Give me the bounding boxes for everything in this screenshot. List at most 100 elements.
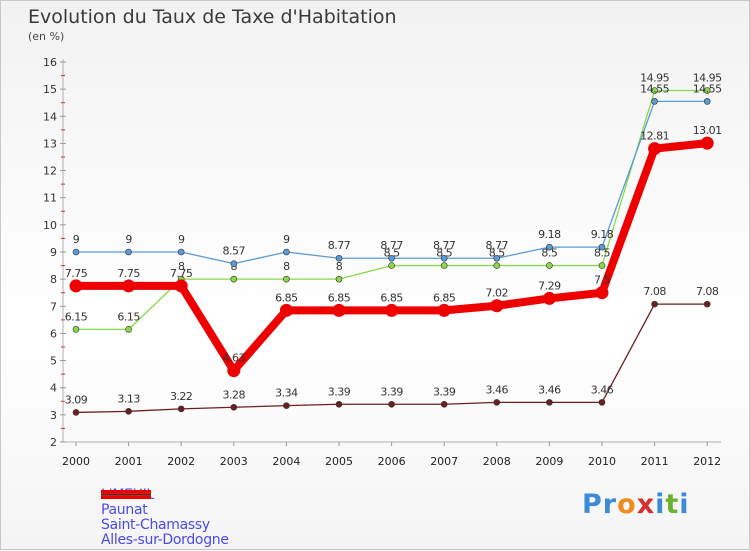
data-point [546,262,553,269]
data-label: 14.95 [640,72,669,85]
data-label: 3.39 [328,385,351,398]
data-label: 6.85 [328,291,351,304]
proxiti-logo[interactable]: Proxiti [582,489,690,520]
data-point [230,260,238,267]
data-label: 8.77 [486,239,509,252]
data-label: 7.75 [117,267,140,280]
data-point [651,87,658,94]
data-point [125,326,132,333]
logo-letter: o [617,489,637,520]
data-label: 12.81 [640,130,669,143]
data-label: 9.18 [538,228,561,241]
logo-letter: P [582,489,603,520]
data-point [332,303,346,317]
data-label: 8 [336,260,343,273]
data-label: 4.63 [223,352,246,365]
data-point [388,400,395,408]
y-tick-label: 5 [50,355,57,368]
y-tick-label: 4 [50,382,57,395]
data-label: 3.09 [65,393,88,406]
data-point [335,254,343,262]
data-point [493,254,501,262]
legend-item-alles-sur-dordogne[interactable]: Alles-sur-Dordogne [101,493,229,548]
data-label: 14.95 [693,72,722,85]
data-label: 3.22 [170,390,193,403]
data-label: 3.46 [538,383,561,396]
y-tick-label: 14 [43,110,57,123]
data-point [385,303,399,317]
legend: LIMEUIL Paunat Saint-Chamassy Alles-sur-… [101,487,229,548]
data-label: 6.85 [433,291,456,304]
data-label: 8.5 [594,247,610,260]
data-point [388,254,395,262]
data-point [177,405,185,413]
x-tick-label: 2008 [483,455,511,468]
data-label: 7.75 [65,267,88,280]
x-tick-label: 2002 [167,455,195,468]
data-label: 9 [178,233,185,246]
data-point [546,399,553,406]
x-tick-label: 2000 [62,455,90,468]
data-point [335,275,343,283]
y-tick-label: 9 [50,246,57,259]
data-point [227,364,241,378]
data-label: 9 [73,233,80,246]
data-label: 6.85 [380,291,403,304]
x-tick-label: 2011 [641,455,669,468]
data-label: 7.5 [594,274,610,287]
data-point [542,291,556,305]
data-point [230,275,238,283]
chart-title: Evolution du Taux de Taxe d'Habitation [28,6,397,28]
data-label: 8.57 [223,245,246,258]
data-label: 14.55 [640,82,669,95]
data-point [648,142,662,156]
data-point [700,136,714,150]
data-point [651,98,658,105]
data-label: 3.28 [223,388,246,401]
y-tick-label: 2 [50,436,57,449]
x-tick-label: 2004 [272,455,300,468]
data-point [490,299,504,313]
data-point [598,262,606,269]
data-point [493,399,501,406]
legend-item-saint-chamassy[interactable]: Saint-Chamassy [101,493,229,533]
data-label: 7.75 [170,267,193,280]
data-point [703,98,711,105]
data-point [72,326,80,333]
data-label: 3.46 [591,383,614,396]
data-point [177,248,185,256]
data-point [437,303,451,317]
legend-label-saint-chamassy: Saint-Chamassy [101,516,210,533]
data-point [703,87,711,94]
data-point [598,399,606,406]
data-point [440,254,448,262]
data-label: 8.5 [489,247,505,260]
legend-label-paunat: Paunat [101,501,148,518]
data-point [230,403,238,411]
data-label: 14.55 [693,82,722,95]
data-label: 8.5 [384,247,400,260]
data-label: 9 [125,233,132,246]
data-label: 6.85 [275,291,298,304]
data-point [72,248,80,256]
data-point [703,300,711,308]
data-point [440,400,448,408]
data-label: 3.34 [275,387,298,400]
data-label: 8.77 [433,239,456,252]
legend-item-paunat[interactable]: Paunat [101,493,229,518]
data-point [598,243,606,251]
y-tick-label: 10 [43,219,57,232]
x-tick-label: 2001 [115,455,143,468]
data-label: 7.08 [696,285,719,298]
data-label: 8.5 [541,247,557,260]
data-label: 13.01 [693,124,722,137]
logo-letter: i [655,489,666,520]
x-tick-label: 2009 [535,455,563,468]
logo-letter: t [665,489,680,520]
data-point [122,279,136,293]
data-label: 8.5 [436,247,452,260]
y-tick-label: 16 [43,56,57,69]
logo-letter: x [636,489,656,520]
data-label: 3.39 [380,385,403,398]
